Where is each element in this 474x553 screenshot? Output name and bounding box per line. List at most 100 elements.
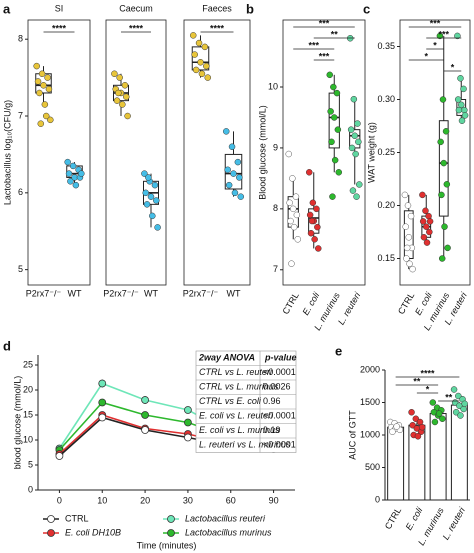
data-point	[44, 74, 51, 81]
significance-label: ***	[438, 29, 449, 39]
bar	[387, 426, 405, 501]
y-tick-label: 0.15	[377, 253, 395, 263]
x-tick-label: 10	[97, 495, 107, 505]
data-point	[426, 228, 433, 236]
data-point	[422, 207, 429, 215]
table-cell: <0.0001	[263, 411, 296, 421]
x-tick-label: 0	[57, 495, 62, 505]
data-point	[67, 178, 74, 185]
data-point	[349, 187, 357, 194]
table-cell: L. reuteri vs L. murinus	[199, 440, 291, 450]
data-point	[452, 409, 460, 416]
data-point	[393, 423, 400, 430]
y-axis-label: WAT weight (g)	[366, 122, 376, 183]
data-point	[287, 217, 294, 225]
table-header: 2way ANOVA	[198, 353, 255, 363]
table-frame	[195, 350, 297, 453]
significance-label: *	[424, 51, 428, 61]
significance-label: ****	[52, 23, 67, 33]
data-point	[461, 112, 469, 119]
data-point	[435, 410, 443, 417]
data-point	[460, 405, 467, 413]
data-point	[458, 101, 465, 109]
data-point	[195, 39, 203, 47]
data-point	[203, 62, 210, 70]
y-tick-label: 2000	[360, 364, 380, 374]
data-point	[72, 181, 80, 189]
data-point	[228, 143, 236, 150]
bar	[429, 413, 447, 501]
data-point	[331, 114, 338, 121]
axes-frame	[105, 19, 167, 286]
x-tick-label: 90	[269, 495, 279, 505]
data-point	[418, 423, 426, 431]
box	[438, 120, 449, 217]
y-tick-label: 5	[18, 264, 23, 274]
data-point	[309, 199, 317, 207]
data-point	[119, 101, 126, 108]
data-point	[36, 89, 43, 97]
data-point	[423, 223, 430, 230]
data-point	[439, 415, 446, 422]
data-point	[334, 126, 342, 133]
data-point	[184, 433, 192, 442]
significance-label: *	[451, 62, 455, 72]
y-tick-label: 9	[273, 142, 278, 152]
legend-label: CTRL	[65, 513, 89, 523]
data-point	[141, 170, 148, 177]
data-point	[328, 138, 335, 146]
data-point	[439, 96, 447, 103]
data-point	[420, 234, 428, 241]
table-cell: CTRL vs E. coli	[199, 396, 262, 406]
table-cell: CTRL vs L. murinus	[199, 382, 279, 392]
data-point	[98, 379, 107, 388]
table-cell: 0.0026	[263, 382, 291, 392]
data-point	[404, 202, 412, 209]
data-point	[405, 234, 412, 241]
data-point	[45, 85, 53, 93]
y-tick-label: 0	[375, 494, 380, 504]
y-axis-label: blood glucose (mmol/L)	[12, 376, 22, 470]
panel-letter: c	[363, 1, 370, 16]
data-point	[436, 32, 444, 40]
data-point	[201, 43, 209, 51]
x-tick-label: WT	[227, 288, 241, 298]
data-point	[408, 409, 415, 416]
x-tick-label: E. coli	[300, 290, 321, 317]
data-point	[457, 75, 464, 82]
data-point	[290, 205, 297, 213]
y-tick-label: 1500	[360, 397, 380, 407]
table-cell: E. coli vs L. murinus	[199, 425, 280, 435]
axes-frame	[27, 19, 91, 286]
data-point	[327, 108, 334, 115]
data-point	[149, 212, 156, 220]
data-point	[409, 265, 416, 273]
data-point	[352, 150, 359, 158]
data-point	[237, 193, 245, 200]
data-point	[461, 106, 468, 114]
y-tick-label: 0.20	[377, 200, 395, 210]
data-point	[401, 191, 409, 199]
significance-label: ***	[308, 40, 319, 50]
data-point	[153, 197, 160, 204]
data-point	[331, 156, 339, 164]
data-point	[40, 82, 47, 89]
significance-label: **	[331, 29, 339, 39]
table-cell: <0.0001	[263, 440, 296, 450]
legend-marker	[167, 529, 175, 537]
data-point	[145, 174, 152, 181]
data-point	[406, 260, 413, 268]
data-point	[426, 218, 434, 225]
data-point	[69, 162, 77, 170]
data-point	[354, 120, 361, 127]
data-point	[412, 415, 420, 422]
subplot-title: SI	[55, 3, 64, 13]
data-point	[313, 205, 320, 213]
data-point	[330, 83, 337, 91]
x-tick-label: CTRL	[280, 291, 300, 316]
data-point	[198, 70, 206, 78]
data-point	[441, 223, 448, 230]
data-point	[192, 66, 200, 74]
data-point	[141, 426, 149, 434]
